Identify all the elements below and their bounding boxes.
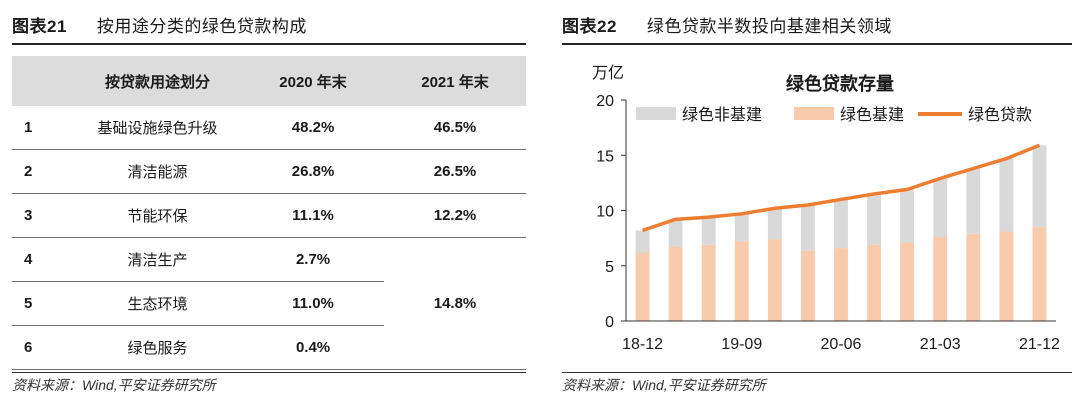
bar-green-non-infra <box>1032 145 1047 228</box>
row-use: 生态环境 <box>72 281 243 326</box>
table-row: 2 清洁能源 26.8% 26.5% <box>12 149 526 194</box>
table-row: 5 生态环境 11.0% <box>12 281 526 326</box>
legend-label-total: 绿色贷款 <box>968 106 1032 124</box>
x-tick-label: 21-12 <box>1019 336 1060 353</box>
line-green-loan-total <box>641 143 1041 233</box>
row-2021-value: 26.5% <box>384 149 526 194</box>
row-index: 1 <box>12 106 73 150</box>
row-index: 2 <box>12 149 73 194</box>
row-use: 绿色服务 <box>72 325 243 370</box>
table-row: 1 基础设施绿色升级 48.2% 46.5% <box>12 106 526 150</box>
y-tick-label: 20 <box>596 93 614 110</box>
header-use: 按贷款用途划分 <box>72 56 243 106</box>
bar-green-non-infra <box>767 208 782 240</box>
header-2021: 2021 年末 <box>384 56 526 106</box>
x-tick-label: 21-03 <box>920 336 961 353</box>
bar-green-non-infra <box>933 178 948 238</box>
row-2021-value-merged: 14.8% <box>384 237 526 370</box>
bar-green-non-infra <box>668 219 683 247</box>
source-note: 资料来源：Wind,平安证券研究所 <box>562 377 766 393</box>
bar-green-non-infra <box>834 199 848 249</box>
bar-green-non-infra <box>800 204 815 251</box>
right-panel: 图表22 绿色贷款半数投向基建相关领域 万亿绿色贷款存量 0 5 10 15 20 18-12… <box>562 0 1072 405</box>
row-index: 4 <box>12 237 73 282</box>
table-row: 4 清洁生产 2.7% 14.8% <box>12 237 526 370</box>
bar-green-infra <box>999 231 1014 321</box>
source-note: 资料来源：Wind,平安证券研究所 <box>12 377 216 393</box>
row-use: 清洁生产 <box>72 237 243 282</box>
bar-green-infra <box>834 248 848 321</box>
row-2021-value: 46.5% <box>384 106 526 150</box>
chart-title: 绿色贷款存量 <box>786 73 894 94</box>
figure-title-21: 图表21 按用途分类的绿色贷款构成 <box>12 12 307 37</box>
legend-swatch-non-infra <box>636 107 676 120</box>
row-index: 3 <box>12 193 73 238</box>
row-use: 基础设施绿色升级 <box>72 106 243 150</box>
source-rule <box>562 372 1072 373</box>
bar-green-non-infra <box>701 217 716 245</box>
x-tick-label: 19-09 <box>721 336 762 353</box>
figure-number: 图表21 <box>12 17 67 36</box>
title-rule <box>12 43 526 45</box>
row-2020-value: 48.2% <box>242 106 385 150</box>
table-header-row: 按贷款用途划分 2020 年末 2021 年末 <box>12 56 526 106</box>
row-2020-value: 0.4% <box>242 325 385 370</box>
bar-green-non-infra <box>635 230 650 253</box>
figure-caption: 绿色贷款半数投向基建相关领域 <box>646 17 892 36</box>
row-2020-value: 11.1% <box>242 193 385 238</box>
bar-green-non-infra <box>867 193 882 245</box>
row-2020-value: 26.8% <box>242 149 385 194</box>
title-rule <box>562 43 1072 45</box>
row-index: 6 <box>12 325 73 370</box>
y-tick-label: 15 <box>596 148 614 165</box>
bar-green-infra <box>767 239 782 321</box>
row-2021-value: 12.2% <box>384 193 526 238</box>
table-row: 6 绿色服务 0.4% <box>12 325 526 370</box>
bar-green-infra <box>668 246 683 321</box>
bar-green-infra <box>800 250 815 321</box>
bar-green-infra <box>966 233 981 321</box>
figure-title-22: 图表22 绿色贷款半数投向基建相关领域 <box>562 12 892 37</box>
header-index <box>12 56 73 106</box>
y-tick-label: 10 <box>596 204 614 221</box>
bar-green-non-infra <box>966 168 981 234</box>
header-2020: 2020 年末 <box>242 56 385 106</box>
source-rule <box>12 372 526 373</box>
figure-number: 图表22 <box>562 17 617 36</box>
x-tick-label: 20-06 <box>821 336 862 353</box>
bar-green-infra <box>701 244 716 321</box>
bar-green-infra <box>734 241 749 321</box>
left-panel: 图表21 按用途分类的绿色贷款构成 按贷款用途划分 2020 年末 2021 年末… <box>12 0 526 405</box>
legend-swatch-infra <box>794 107 834 120</box>
x-tick-label: 18-12 <box>622 336 663 353</box>
bar-green-infra <box>900 242 915 321</box>
y-axis-unit-label: 万亿 <box>592 64 624 82</box>
bar-green-infra <box>933 237 948 321</box>
bar-green-non-infra <box>999 158 1014 232</box>
bar-green-infra <box>1032 227 1047 321</box>
row-2020-value: 11.0% <box>242 281 385 326</box>
row-2020-value: 2.7% <box>242 237 385 282</box>
bar-green-non-infra <box>900 189 915 243</box>
bar-green-non-infra <box>734 213 749 242</box>
legend-label-infra: 绿色基建 <box>840 106 904 124</box>
legend-label-non-infra: 绿色非基建 <box>682 106 762 124</box>
figure-caption: 按用途分类的绿色贷款构成 <box>96 17 307 36</box>
green-loan-composition-table: 按贷款用途划分 2020 年末 2021 年末 1 基础设施绿色升级 48.2%… <box>12 56 526 370</box>
row-use: 节能环保 <box>72 193 243 238</box>
table-row: 3 节能环保 11.1% 12.2% <box>12 193 526 238</box>
y-tick-label: 0 <box>605 314 614 331</box>
row-index: 5 <box>12 281 73 326</box>
bar-green-infra <box>635 252 650 321</box>
row-use: 清洁能源 <box>72 149 243 194</box>
y-tick-label: 5 <box>605 259 614 276</box>
bar-green-infra <box>867 244 882 321</box>
